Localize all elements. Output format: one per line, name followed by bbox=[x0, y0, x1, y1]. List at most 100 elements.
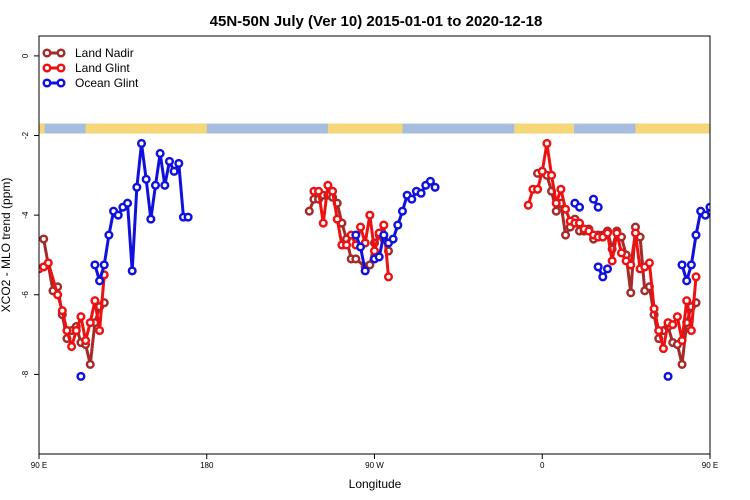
data-point bbox=[593, 202, 603, 212]
data-point bbox=[164, 156, 175, 166]
data-point bbox=[155, 148, 165, 158]
data-point bbox=[43, 258, 53, 268]
data-point bbox=[90, 296, 100, 306]
data-point bbox=[76, 371, 86, 381]
data-point bbox=[716, 268, 723, 275]
data-point bbox=[677, 260, 687, 270]
x-tick-label: 90 E bbox=[31, 461, 47, 470]
data-point bbox=[602, 228, 613, 238]
data-point bbox=[95, 326, 105, 336]
data-point bbox=[39, 234, 49, 244]
data-point bbox=[686, 326, 696, 336]
x-tick-label: 180 bbox=[200, 461, 214, 470]
data-point bbox=[425, 176, 435, 186]
x-tick-label: 90 E bbox=[702, 461, 718, 470]
data-point bbox=[560, 204, 571, 214]
data-point bbox=[654, 326, 664, 336]
data-point bbox=[136, 138, 147, 149]
data-point bbox=[160, 180, 170, 190]
data-point bbox=[691, 230, 701, 240]
data-point bbox=[388, 234, 398, 244]
data-point bbox=[174, 158, 184, 168]
data-point bbox=[365, 210, 375, 220]
data-point bbox=[547, 170, 557, 180]
data-point bbox=[588, 194, 599, 204]
data-point bbox=[393, 220, 403, 230]
data-point bbox=[711, 200, 718, 207]
legend-swatch-marker bbox=[56, 78, 66, 88]
data-point bbox=[314, 186, 324, 196]
x-tick-label: 0 bbox=[540, 461, 545, 470]
x-axis-label: Longitude bbox=[349, 477, 402, 491]
data-point bbox=[355, 222, 366, 232]
data-point bbox=[332, 214, 342, 224]
data-point bbox=[658, 343, 668, 354]
data-point bbox=[598, 272, 608, 282]
data-point bbox=[67, 341, 77, 352]
data-point bbox=[379, 220, 389, 230]
land-mask-1 bbox=[85, 123, 207, 134]
data-point bbox=[374, 252, 384, 262]
data-point bbox=[560, 230, 571, 240]
data-point bbox=[663, 371, 673, 381]
series-2 bbox=[76, 138, 723, 381]
data-point bbox=[53, 290, 63, 300]
land-mask-0 bbox=[39, 123, 45, 134]
y-tick-label: -2 bbox=[21, 131, 30, 139]
data-point bbox=[705, 202, 710, 212]
data-point bbox=[169, 166, 179, 176]
data-point bbox=[626, 288, 636, 298]
data-point bbox=[71, 326, 81, 336]
legend-label: Land Glint bbox=[75, 61, 130, 75]
data-point bbox=[574, 202, 585, 212]
data-point bbox=[369, 246, 380, 256]
data-point bbox=[57, 306, 67, 316]
data-point bbox=[551, 206, 561, 216]
data-point bbox=[360, 266, 370, 276]
data-point bbox=[113, 210, 123, 220]
data-point bbox=[127, 266, 137, 276]
data-point bbox=[132, 182, 142, 192]
data-point bbox=[351, 254, 361, 264]
chart-title: 45N-50N July (Ver 10) 2015-01-01 to 2020… bbox=[210, 13, 543, 30]
data-point bbox=[383, 272, 394, 282]
legend-swatch-marker bbox=[42, 63, 52, 73]
data-point bbox=[318, 218, 328, 228]
data-point bbox=[616, 248, 627, 258]
data-point bbox=[602, 264, 613, 274]
data-point bbox=[81, 335, 91, 346]
data-point bbox=[691, 272, 701, 282]
data-point bbox=[574, 218, 585, 228]
land-mask-2 bbox=[327, 123, 403, 134]
data-point bbox=[556, 184, 566, 194]
data-point bbox=[85, 318, 95, 328]
data-point bbox=[150, 180, 161, 190]
data-point bbox=[397, 206, 408, 216]
data-point bbox=[682, 296, 692, 306]
y-tick-label: 0 bbox=[21, 53, 30, 58]
data-point bbox=[141, 174, 151, 184]
y-axis: 0 -2 -4 -6 -8 bbox=[21, 53, 39, 378]
data-point bbox=[328, 186, 338, 196]
data-point bbox=[104, 230, 114, 240]
data-point bbox=[612, 228, 622, 238]
legend-swatch-marker bbox=[56, 48, 66, 58]
data-point bbox=[146, 214, 156, 224]
data-point bbox=[304, 206, 314, 216]
legend-label: Land Nadir bbox=[75, 46, 134, 60]
data-point bbox=[341, 240, 352, 250]
data-point bbox=[76, 312, 86, 322]
data-point bbox=[686, 260, 696, 270]
data-point bbox=[593, 262, 603, 272]
data-point bbox=[351, 230, 361, 240]
data-point bbox=[630, 228, 640, 238]
series-line bbox=[93, 141, 189, 283]
data-point bbox=[626, 260, 636, 270]
data-point bbox=[355, 242, 366, 252]
data-point bbox=[682, 276, 692, 286]
data-point bbox=[523, 200, 533, 210]
data-point bbox=[537, 166, 547, 176]
data-point bbox=[99, 260, 109, 270]
